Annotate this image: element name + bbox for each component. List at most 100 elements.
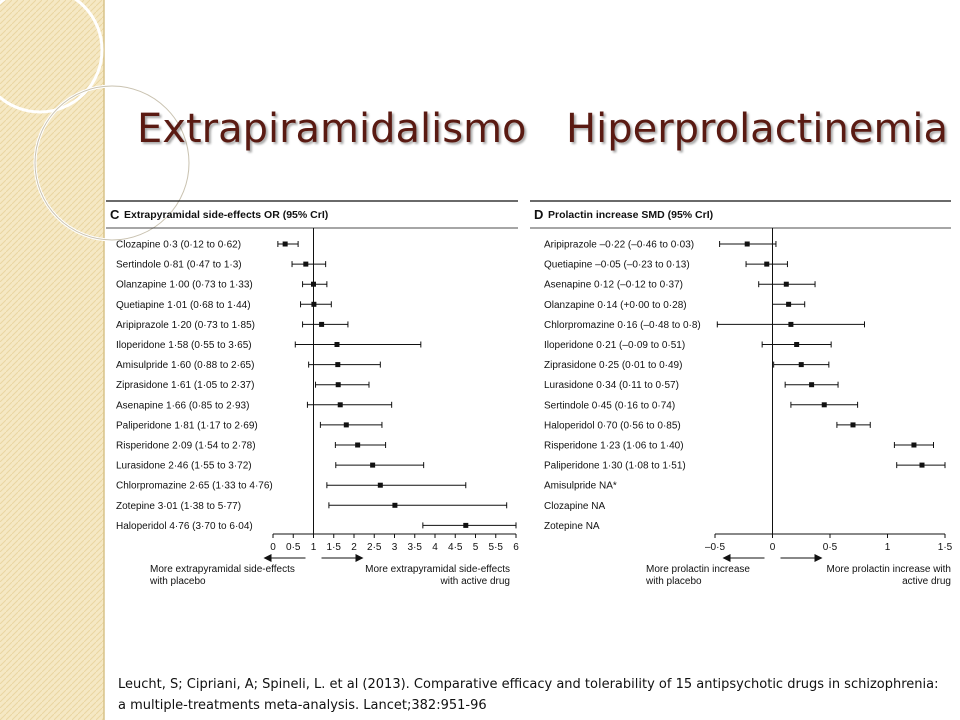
row-label: Quetiapine 1·01 (0·68 to 1·44): [116, 300, 251, 311]
point-estimate: [303, 261, 309, 267]
forest-plot-prolactin: D Prolactin increase SMD (95% CrI) Aripipr…: [530, 200, 953, 587]
point-estimate: [311, 281, 316, 287]
row-label: Asenapine 0·12 (–0·12 to 0·37): [544, 280, 683, 291]
point-estimate: [311, 301, 317, 307]
row-label: Chlorpromazine 0·16 (–0·48 to 0·8): [544, 320, 701, 331]
x-tick-label: 1: [311, 542, 317, 553]
point-estimate: [334, 342, 340, 347]
x-tick-label: 2·5: [367, 542, 382, 553]
row-label: Chlorpromazine 2·65 (1·33 to 4·76): [116, 481, 273, 492]
point-estimate: [850, 422, 856, 428]
point-estimate: [463, 522, 469, 528]
x-tick-label: 0: [770, 542, 776, 553]
panel-letter: D: [534, 207, 543, 222]
point-estimate: [788, 321, 794, 327]
x-tick-label: 0·5: [823, 542, 838, 553]
point-estimate: [821, 402, 827, 408]
row-label: Paliperidone 1·30 (1·08 to 1·51): [544, 461, 686, 472]
point-estimate: [786, 301, 792, 307]
arrow-right-head: [355, 554, 364, 562]
point-estimate: [798, 362, 804, 368]
x-tick-label: 6: [513, 542, 519, 553]
row-label: Haloperidol 4·76 (3·70 to 6·04): [116, 521, 253, 532]
row-label: Ziprasidone 1·61 (1·05 to 2·37): [116, 380, 254, 391]
decorative-circle: [0, 0, 104, 114]
x-tick-label: 0·5: [286, 542, 301, 553]
forest-plot-extrapyramidal: C Extrapyramidal side-effects OR (95% CrI…: [106, 200, 519, 587]
row-label: Iloperidone 0·21 (–0·09 to 0·51): [544, 340, 685, 351]
x-tick-label: 2: [351, 542, 357, 553]
left-arrow-caption: with placebo: [149, 576, 206, 587]
point-estimate: [319, 321, 325, 327]
decorative-circle-shadow: [34, 85, 190, 241]
row-label: Iloperidone 1·58 (0·55 to 3·65): [116, 340, 252, 351]
point-estimate: [335, 362, 341, 368]
row-label: Amisulpride NA*: [544, 481, 617, 492]
x-tick-label: –0·5: [705, 542, 725, 553]
row-label: Sertindole 0·45 (0·16 to 0·74): [544, 400, 675, 411]
row-label: Amisulpride 1·60 (0·88 to 2·65): [116, 360, 254, 371]
point-estimate: [377, 482, 383, 488]
x-tick-label: 1: [885, 542, 891, 553]
row-label: Aripiprazole 1·20 (0·73 to 1·85): [116, 320, 255, 331]
left-stripe: [0, 0, 104, 720]
row-label: Aripiprazole –0·22 (–0·46 to 0·03): [544, 240, 694, 251]
row-label: Zotepine 3·01 (1·38 to 5·77): [116, 501, 241, 512]
arrow-left-head: [722, 554, 731, 562]
x-tick-label: 5·5: [489, 542, 504, 553]
slide-title-left: Extrapiramidalismo: [137, 106, 527, 152]
row-label: Quetiapine –0·05 (–0·23 to 0·13): [544, 260, 690, 271]
x-tick-label: 3: [392, 542, 398, 553]
point-estimate: [744, 241, 750, 247]
right-arrow-caption: with active drug: [440, 576, 510, 587]
slide-title-right: Hiperprolactinemia: [566, 106, 949, 152]
row-label: Olanzapine 1·00 (0·73 to 1·33): [116, 280, 253, 291]
row-label: Asenapine 1·66 (0·85 to 2·93): [116, 400, 249, 411]
row-label: Lurasidone 2·46 (1·55 to 3·72): [116, 461, 252, 472]
row-label: Haloperidol 0·70 (0·56 to 0·85): [544, 420, 681, 431]
x-tick-label: 1·5: [938, 542, 953, 553]
left-arrow-caption: More prolactin increase: [646, 564, 750, 575]
point-estimate: [911, 442, 917, 448]
x-tick-label: 0: [270, 542, 276, 553]
arrow-right-head: [814, 554, 823, 562]
chart-title: Extrapyramidal side-effects OR (95% CrI): [124, 209, 328, 221]
left-arrow-caption: More extrapyramidal side-effects: [150, 564, 295, 575]
citation: Leucht, S; Cipriani, A; Spineli, L. et a…: [118, 677, 939, 713]
x-tick-label: 1·5: [327, 542, 342, 553]
row-label: Olanzapine 0·14 (+0·00 to 0·28): [544, 300, 687, 311]
point-estimate: [809, 382, 815, 388]
left-arrow-caption: with placebo: [645, 576, 702, 587]
point-estimate: [355, 442, 361, 448]
point-estimate: [370, 462, 376, 468]
point-estimate: [337, 402, 343, 408]
point-estimate: [794, 342, 800, 347]
point-estimate: [764, 261, 770, 267]
panel-letter: C: [110, 207, 120, 222]
x-tick-label: 5: [473, 542, 479, 553]
row-label: Ziprasidone 0·25 (0·01 to 0·49): [544, 360, 682, 371]
point-estimate: [282, 241, 288, 247]
row-label: Risperidone 2·09 (1·54 to 2·78): [116, 441, 256, 452]
right-arrow-caption: More extrapyramidal side-effects: [365, 564, 510, 575]
row-label: Clozapine 0·3 (0·12 to 0·62): [116, 240, 241, 251]
row-label: Risperidone 1·23 (1·06 to 1·40): [544, 441, 684, 452]
point-estimate: [392, 502, 398, 508]
row-label: Lurasidone 0·34 (0·11 to 0·57): [544, 380, 679, 391]
row-label: Sertindole 0·81 (0·47 to 1·3): [116, 260, 242, 271]
x-tick-label: 4·5: [448, 542, 463, 553]
point-estimate: [343, 422, 349, 428]
row-label: Paliperidone 1·81 (1·17 to 2·69): [116, 420, 258, 431]
row-label: Zotepine NA: [544, 521, 600, 532]
point-estimate: [335, 382, 341, 388]
arrow-left-head: [263, 554, 272, 562]
point-estimate: [783, 281, 789, 287]
right-arrow-caption: More prolactin increase with: [827, 564, 952, 575]
row-label: Clozapine NA: [544, 501, 605, 512]
x-tick-label: 3·5: [408, 542, 423, 553]
right-arrow-caption: active drug: [902, 576, 951, 587]
point-estimate: [919, 462, 925, 468]
x-tick-label: 4: [432, 542, 438, 553]
chart-title: Prolactin increase SMD (95% CrI): [548, 209, 713, 221]
